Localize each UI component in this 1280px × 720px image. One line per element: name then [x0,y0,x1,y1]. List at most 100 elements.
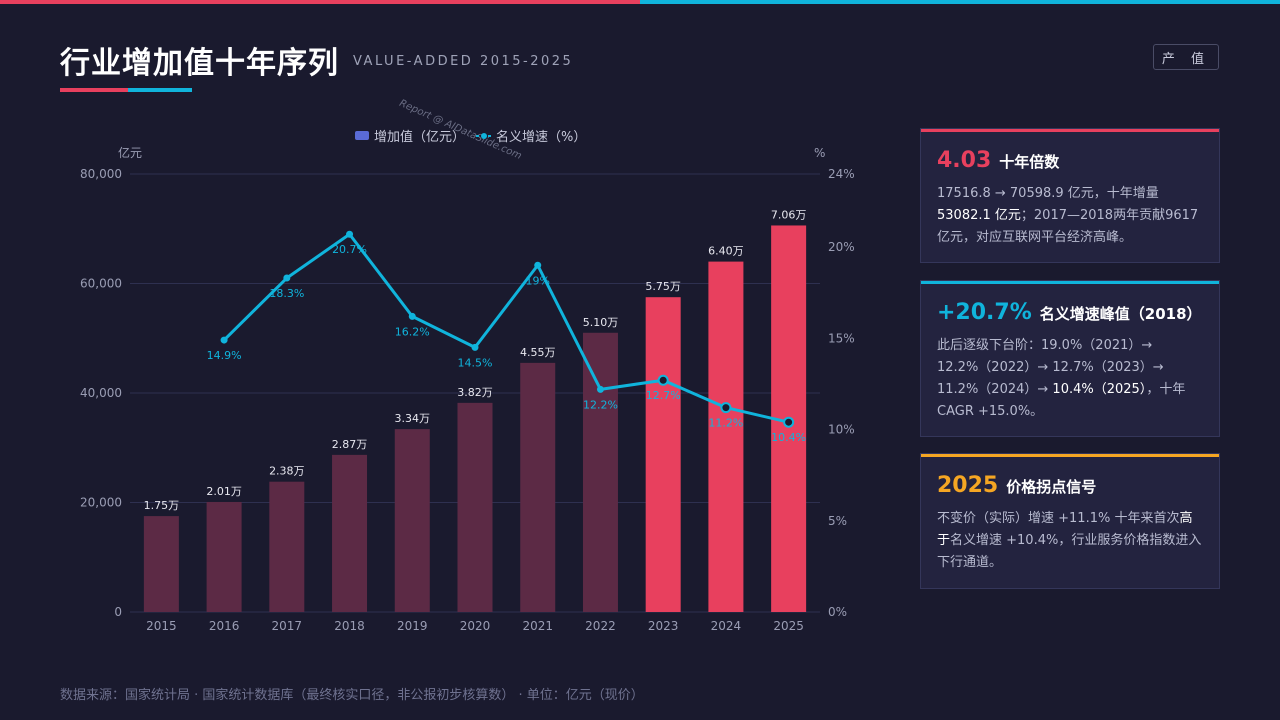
x-tick-label: 2018 [334,619,365,633]
growth-point-2017 [283,274,291,282]
page-title: 行业增加值十年序列 [60,46,339,81]
card-body: 不变价（实际）增速 +11.1% 十年来首次高于名义增速 +10.4%，行业服务… [937,508,1203,574]
growth-point-2025 [783,416,795,428]
card-body-highlight: 53082.1 亿元 [937,208,1021,223]
growth-value-label: 20.7% [332,243,367,256]
stat-card-peak-growth: +20.7% 名义增速峰值（2018） 此后逐级下台阶：19.0%（2021）→… [920,280,1220,437]
bar-2023 [645,297,681,612]
top-accent-bar-right [640,0,1280,4]
y-left-tick-label: 0 [114,605,122,619]
bar-value-label: 3.82万 [457,386,493,399]
growth-point-2020 [471,343,479,351]
growth-value-label: 10.4% [771,431,806,444]
card-body-text: 17516.8 → 70598.9 亿元，十年增量 [937,186,1159,201]
bar-2016 [206,501,242,612]
card-accent-bar [921,281,1219,284]
y-left-tick-label: 40,000 [80,386,122,400]
legend-line-label: 名义增速（%） [496,129,586,145]
growth-line [223,232,789,424]
x-tick-label: 2017 [272,619,303,633]
x-tick-label: 2023 [648,619,679,633]
growth-value-label: 11.2% [708,417,743,430]
card-body-text: ；2017—2018两年贡献9617亿元，对应互联网平台经济高峰。 [937,208,1199,245]
card-big-number: +20.7% [937,300,1032,325]
bar-2022 [582,332,618,612]
y-right-tick-label: 24% [828,167,855,181]
bar-value-label: 5.75万 [645,280,681,293]
legend-bar-label: 增加值（亿元） [374,129,465,145]
y-right-tick-label: 20% [828,240,855,254]
bar-2017 [269,481,305,612]
title-underline-red [60,88,128,92]
card-big-number: 4.03 [937,148,992,173]
x-tick-label: 2016 [209,619,240,633]
y-left-tick-label: 60,000 [80,277,122,291]
x-tick-label: 2015 [146,619,177,633]
growth-value-label: 18.3% [269,287,304,300]
growth-value-label: 12.2% [583,398,618,411]
page-subtitle: VALUE-ADDED 2015-2025 [353,54,574,69]
card-body-text: 名义增速 +10.4%，行业服务价格指数进入下行通道。 [937,533,1202,570]
card-body-text: 不变价（实际）增速 +11.1% 十年来首次 [937,511,1180,526]
y-right-tick-label: 0% [828,605,847,619]
y-right-unit: % [814,146,825,160]
stat-card-price-signal: 2025 价格拐点信号 不变价（实际）增速 +11.1% 十年来首次高于名义增速… [920,453,1220,589]
bar-value-label: 2.87万 [332,438,368,451]
growth-value-label: 19% [526,274,550,287]
bar-value-label: 3.34万 [395,412,431,425]
category-tag-button[interactable]: 产 值 [1153,44,1219,70]
y-left-tick-label: 20,000 [80,496,122,510]
x-tick-label: 2022 [585,619,616,633]
card-body: 此后逐级下台阶：19.0%（2021）→ 12.2%（2022）→ 12.7%（… [937,335,1203,423]
y-right-tick-label: 10% [828,423,855,437]
growth-point-2019 [408,312,416,320]
card-heading: 价格拐点信号 [1006,478,1097,496]
card-body-highlight: 10.4%（2025） [1052,382,1147,397]
growth-point-2023 [657,374,669,386]
card-accent-bar [921,454,1219,457]
bar-value-label: 2.38万 [269,465,305,478]
x-tick-label: 2020 [460,619,491,633]
card-body: 17516.8 → 70598.9 亿元，十年增量 53082.1 亿元；201… [937,183,1203,249]
growth-point-2016 [220,336,228,344]
bar-2015 [143,516,179,612]
bar-value-label: 2.01万 [206,485,242,498]
bar-value-label: 4.55万 [520,346,556,359]
bar-value-label: 7.06万 [771,208,807,221]
bar-2018 [332,454,368,612]
data-source-footer: 数据来源：国家统计局 · 国家统计数据库（最终核实口径，非公报初步核算数） · … [60,688,644,703]
card-heading: 十年倍数 [999,153,1060,171]
card-body-text: ，十年 CAGR +15.0%。 [937,382,1186,419]
growth-value-label: 12.7% [646,389,681,402]
y-left-tick-label: 80,000 [80,167,122,181]
bar-2019 [394,429,430,612]
card-body-text: 此后逐级下台阶：19.0%（2021）→ 12.2%（2022）→ 12.7%（… [937,338,1164,397]
card-body-highlight: 高于 [937,511,1193,548]
growth-value-label: 14.9% [207,349,242,362]
bar-value-label: 1.75万 [144,499,180,512]
x-tick-label: 2025 [773,619,804,633]
x-tick-label: 2019 [397,619,428,633]
growth-point-2022 [596,385,604,393]
bar-2024 [708,261,744,612]
bar-2021 [520,362,556,612]
legend-bar-swatch [355,131,369,140]
top-accent-bar-left [0,0,640,4]
growth-point-2021 [534,261,542,269]
x-tick-label: 2021 [522,619,553,633]
growth-value-label: 14.5% [458,356,493,369]
growth-value-label: 16.2% [395,325,430,338]
legend-line-marker [481,133,487,139]
y-right-tick-label: 15% [828,331,855,345]
growth-point-2024 [720,402,732,414]
growth-point-2018 [346,230,354,238]
bar-value-label: 5.10万 [583,316,619,329]
card-accent-bar [921,129,1219,132]
y-left-unit: 亿元 [118,145,142,160]
title-underline-cyan [128,88,192,92]
stat-card-multiple: 4.03 十年倍数 17516.8 → 70598.9 亿元，十年增量 5308… [920,128,1220,263]
y-right-tick-label: 5% [828,514,847,528]
bar-value-label: 6.40万 [708,245,744,258]
card-big-number: 2025 [937,473,999,498]
